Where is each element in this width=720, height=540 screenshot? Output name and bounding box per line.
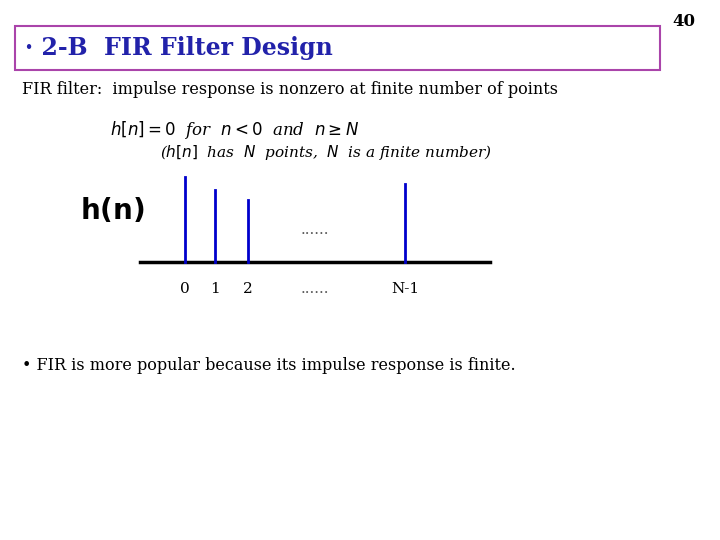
- Text: N-1: N-1: [391, 282, 419, 296]
- Text: ......: ......: [301, 223, 329, 237]
- Text: $h[n] = 0$  for  $n < 0$  and  $n \geq N$: $h[n] = 0$ for $n < 0$ and $n \geq N$: [110, 119, 359, 141]
- Text: 40: 40: [672, 13, 695, 30]
- Text: 0: 0: [180, 282, 190, 296]
- Text: ($h[n]$  has  $N$  points,  $N$  is a finite number): ($h[n]$ has $N$ points, $N$ is a finite …: [160, 143, 492, 161]
- Text: 2: 2: [243, 282, 253, 296]
- Text: FIR filter:  impulse response is nonzero at finite number of points: FIR filter: impulse response is nonzero …: [22, 82, 558, 98]
- Text: • FIR is more popular because its impulse response is finite.: • FIR is more popular because its impuls…: [22, 356, 516, 374]
- FancyBboxPatch shape: [15, 26, 660, 70]
- Text: ......: ......: [301, 282, 329, 296]
- Text: · 2-B  FIR Filter Design: · 2-B FIR Filter Design: [25, 36, 333, 60]
- Text: 1: 1: [210, 282, 220, 296]
- Text: $\bf{h(n)}$: $\bf{h(n)}$: [80, 195, 145, 225]
